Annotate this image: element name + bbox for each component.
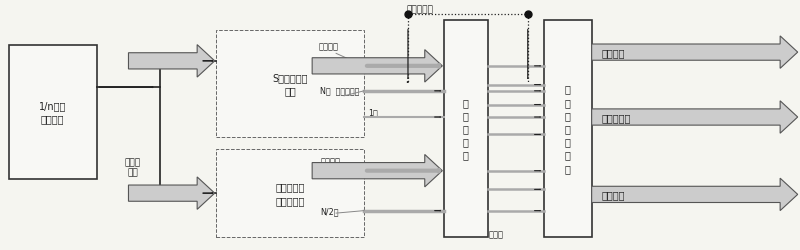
Text: 1/n编码
逻辑模块: 1/n编码 逻辑模块 — [39, 101, 66, 124]
Polygon shape — [592, 102, 798, 134]
Text: 互连线: 互连线 — [488, 230, 503, 239]
Text: 结果输出: 结果输出 — [602, 48, 625, 58]
Bar — [544, 20, 592, 237]
Text: 1位: 1位 — [368, 108, 378, 117]
Polygon shape — [312, 155, 442, 187]
Bar — [444, 20, 488, 237]
Bar — [216, 30, 364, 138]
Text: 操作数
输入: 操作数 输入 — [125, 158, 141, 177]
Polygon shape — [129, 46, 214, 78]
Text: 偏移量信号: 偏移量信号 — [406, 6, 434, 14]
Text: 结果输出: 结果输出 — [318, 42, 338, 51]
Polygon shape — [129, 177, 214, 210]
Text: N位  数反标志位: N位 数反标志位 — [320, 86, 359, 95]
Text: 反
向
循
环
移
位
器: 反 向 循 环 移 位 器 — [565, 84, 570, 173]
Bar — [9, 46, 97, 180]
Text: 取反标志位: 取反标志位 — [602, 112, 630, 122]
Text: 功耗感知补
偿逻辑模块: 功耗感知补 偿逻辑模块 — [275, 182, 305, 205]
Text: N/2位: N/2位 — [320, 206, 338, 215]
Text: 补偿信号: 补偿信号 — [320, 156, 340, 166]
Text: 补偿信号: 补偿信号 — [602, 190, 625, 200]
Text: 循
环
移
位
器: 循 环 移 位 器 — [463, 98, 469, 160]
Polygon shape — [592, 37, 798, 69]
Bar — [216, 150, 364, 237]
Text: S盒运算逻辑
模块: S盒运算逻辑 模块 — [273, 72, 308, 96]
Polygon shape — [592, 178, 798, 211]
Polygon shape — [312, 50, 442, 83]
